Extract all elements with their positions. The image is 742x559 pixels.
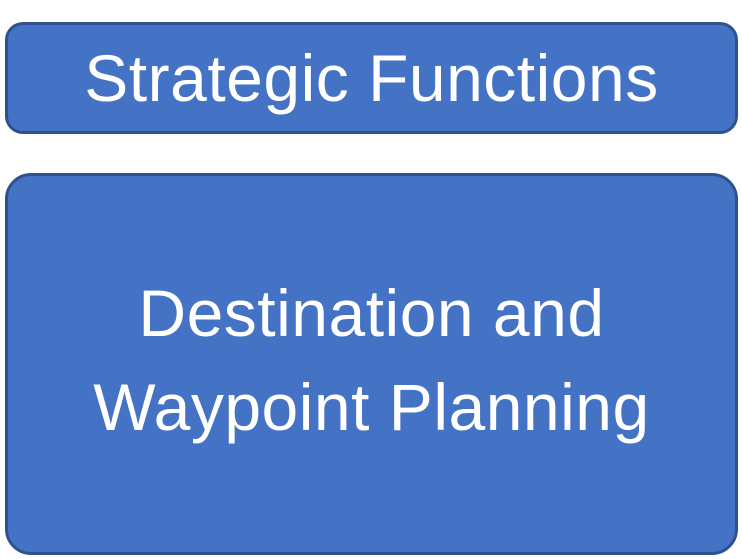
strategic-functions-box: Strategic Functions (5, 22, 738, 134)
strategic-functions-label: Strategic Functions (84, 41, 659, 115)
destination-waypoint-planning-label: Destination and Waypoint Planning (93, 266, 649, 462)
destination-waypoint-planning-box: Destination and Waypoint Planning (5, 173, 738, 555)
label-line-2: Waypoint Planning (93, 370, 650, 444)
label-line-1: Destination and (138, 276, 605, 350)
